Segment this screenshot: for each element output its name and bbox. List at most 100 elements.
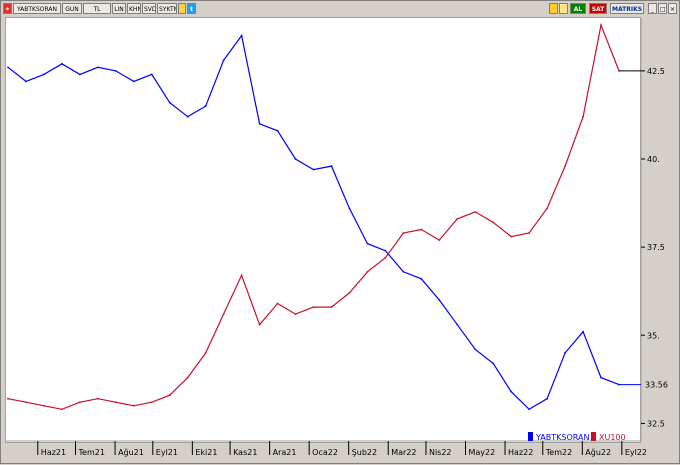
xu100-line-point [546,207,549,210]
yabtksoran-line-point [582,330,584,333]
twitter-icon[interactable]: t [187,3,196,14]
x-tick-label: Nis22 [429,448,452,457]
scale-button[interactable]: LIN [112,3,126,14]
volume-button[interactable]: SVD [142,3,156,14]
yabtksoran-line-point [222,59,225,62]
currency-button[interactable]: TL [83,3,111,14]
close-icon[interactable]: × [668,3,677,14]
yabtksoran-line-point [168,101,171,104]
xu100-line-point [348,292,351,294]
yabtksoran-line-point [186,115,189,118]
yabtksoran-line-point [528,408,531,411]
xu100-line-point [150,401,153,404]
xu100-line-point [528,232,531,234]
xu100-line-point [132,404,135,407]
yabtksoran-line-point [474,348,477,351]
xu100-line-point [61,408,63,411]
chart-type-button[interactable]: KHN [127,3,141,14]
x-tick-label: Ara21 [273,448,297,457]
xu100-line-point [222,313,225,315]
yabtksoran-line-point [384,249,387,252]
x-tick-label: May22 [468,448,495,457]
x-tick-label: Eyl22 [625,448,647,457]
matriks-logo: MATRIKS [610,3,644,14]
xu100-line-point [276,302,279,305]
yabtksoran-line-point [312,168,315,171]
settings-icon[interactable]: ✦ [3,3,12,14]
yabtksoran-line-point [564,351,566,354]
yabtksoran-line-point [510,390,513,393]
xu100-line-point [582,115,584,118]
plot-area[interactable] [5,17,641,443]
xu100-line-point [78,401,81,404]
yabtksoran-line [7,34,620,411]
chart-icon[interactable] [559,3,568,14]
xu100-line-point [384,256,387,259]
y-tick-label: 32.5 [647,419,665,428]
yabtksoran-line-point [456,323,459,326]
yabtksoran-line-point [204,105,207,108]
yabtksoran-line-point [402,270,405,273]
buy-button[interactable]: AL [570,3,586,14]
flag-icon[interactable] [549,3,558,14]
yabtksoran-line-point [114,69,117,72]
period-button[interactable]: GUN [62,3,82,14]
legend-label-xu100: XU100 [599,433,626,442]
x-tick-label: Eyl21 [156,448,178,457]
xu100-line-point [474,210,477,213]
yabtksoran-line-point [7,66,9,69]
x-tick-label: Eki21 [195,448,217,457]
x-tick-label: Haz22 [508,448,533,457]
xu100-line-point [492,221,495,224]
x-tick-label: Oca22 [312,448,338,457]
xu100-line-point [168,394,171,397]
yabtksoran-line-point [276,129,279,132]
legend-swatch-yabtksoran [528,432,533,441]
xu100-line-point [312,306,315,308]
yabtksoran-line-point [438,299,441,301]
x-tick-label: Şub22 [352,448,377,457]
xu100-line-point [43,404,45,407]
refresh-icon[interactable] [178,3,186,14]
xu100-line-point [204,351,207,354]
xu100-line-point [294,313,297,315]
xu100-line-point [438,239,441,241]
x-tick-label: Tem22 [545,448,572,457]
xu100-line-point [600,24,602,26]
legend-swatch-xu100 [591,432,596,441]
x-tick-label: Kas21 [233,448,257,457]
yabtksoran-line-point [546,397,549,400]
yabtksoran-line-point [240,34,243,37]
yabtksoran-line-point [600,376,602,379]
xu100-line-point [114,401,117,404]
yabtksoran-line-point [43,73,45,76]
yabtksoran-line-point [366,242,369,245]
yabtksoran-line-point [150,73,153,76]
xu100-line-point [366,270,369,273]
indicator-button[interactable]: SYKTMP [157,3,177,14]
xu100-line-point [96,397,99,400]
yabtksoran-line-point [61,62,63,65]
last-value-label: 33.56 [645,381,668,390]
xu100-line-point [510,235,513,238]
y-tick-label: 37.5 [647,243,665,252]
yabtksoran-line-point [330,165,333,167]
xu100-line-point [7,397,9,400]
xu100-line-point [456,218,459,220]
symbol-button[interactable]: YABTKSORAN [13,3,61,14]
legend-label-yabtksoran: YABTKSORAN [535,433,589,442]
y-tick-label: 35. [647,331,660,340]
xu100-line-point [330,306,333,308]
maximize-icon[interactable]: □ [658,3,667,14]
x-tick-label: Ağu21 [118,448,144,457]
minimize-icon[interactable]: _ [648,3,657,14]
yabtksoran-line-point [25,80,27,83]
x-tick-label: Haz21 [41,448,66,457]
xu100-line [7,22,620,410]
xu100-line-point [258,323,261,326]
sell-button[interactable]: SAT [589,3,607,14]
yabtksoran-line-point [492,362,495,365]
yabtksoran-line-point [96,66,99,69]
